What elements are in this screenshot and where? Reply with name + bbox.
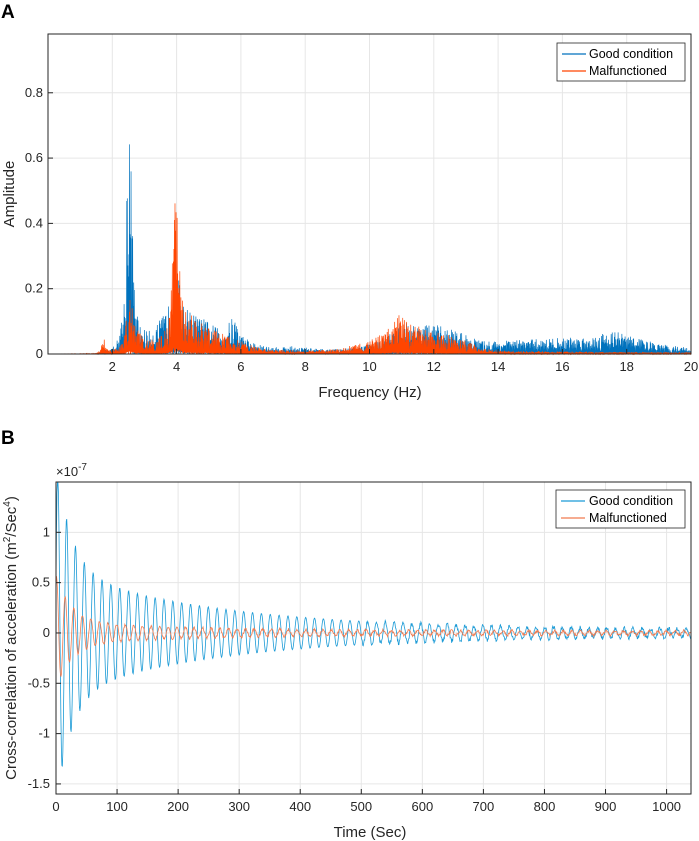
chart-b-xtick-label: 0 xyxy=(52,799,59,814)
chart-b-xtick-label: 400 xyxy=(289,799,311,814)
chart-b-ytick-label: 0.5 xyxy=(32,575,50,590)
chart-b-ytick-label: -0.5 xyxy=(28,675,50,690)
chart-a-ylabel: Amplitude xyxy=(1,161,18,228)
chart-b-legend[interactable]: Good condition Malfunctioned xyxy=(555,489,686,529)
chart-b-xtick-label: 300 xyxy=(228,799,250,814)
chart-a-ytick-label: 0 xyxy=(36,346,43,361)
chart-b-ytick-label: 0 xyxy=(43,625,50,640)
chart-a-xtick-label: 10 xyxy=(362,359,376,374)
chart-a: 2 4 6 8 10 12 14 16 18 20 0 0.2 0.4 0.6 0.8 Frequency … xyxy=(1,33,698,401)
legend-b-good-label: Good condition xyxy=(589,494,673,508)
chart-a-ytick-label: 0.2 xyxy=(25,281,43,296)
chart-a-xtick-label: 14 xyxy=(491,359,505,374)
chart-a-xtick-label: 20 xyxy=(684,359,698,374)
chart-b-xtick-label: 1000 xyxy=(652,799,681,814)
chart-a-series-malfunctioned xyxy=(48,203,692,356)
legend-malfunctioned-label: Malfunctioned xyxy=(589,64,667,78)
chart-b-ylabel: Cross-correlation of acceleration (m2/Se… xyxy=(2,496,20,780)
chart-b-xtick-label: 900 xyxy=(595,799,617,814)
chart-a-ytick-label: 0.6 xyxy=(25,150,43,165)
chart-b-xlabel: Time (Sec) xyxy=(334,824,407,841)
legend-good-label: Good condition xyxy=(589,47,673,61)
chart-b-xtick-label: 100 xyxy=(106,799,128,814)
chart-a-ytick-label: 0.4 xyxy=(25,215,43,230)
chart-b-xtick-label: 500 xyxy=(350,799,372,814)
legend-b-malfunctioned-label: Malfunctioned xyxy=(589,511,667,525)
chart-b-xtick-label: 600 xyxy=(411,799,433,814)
chart-a-xtick-label: 12 xyxy=(427,359,441,374)
chart-b-exponent: ×10-7 xyxy=(56,462,87,479)
chart-a-xtick-label: 2 xyxy=(109,359,116,374)
chart-a-legend[interactable]: Good condition Malfunctioned xyxy=(556,42,686,82)
chart-b-axes-box xyxy=(55,481,692,795)
chart-b-ytick-label: 1 xyxy=(43,524,50,539)
chart-a-ytick-label: 0.8 xyxy=(25,85,43,100)
chart-b-ytick-label: -1 xyxy=(38,726,50,741)
chart-a-xtick-label: 16 xyxy=(555,359,569,374)
chart-a-xtick-label: 8 xyxy=(302,359,309,374)
chart-b-xtick-label: 200 xyxy=(167,799,189,814)
chart-b: 0 100 200 300 400 500 600 700 800 900 1000 -1.5 -1 -0… xyxy=(2,462,692,841)
chart-b-series-malfunctioned xyxy=(55,576,692,677)
chart-a-xtick-label: 6 xyxy=(237,359,244,374)
chart-b-xtick-label: 800 xyxy=(534,799,556,814)
panel-b-label: B xyxy=(1,428,15,449)
chart-b-xtick-label: 700 xyxy=(473,799,495,814)
chart-a-xtick-label: 4 xyxy=(173,359,180,374)
chart-b-ytick-label: -1.5 xyxy=(28,776,50,791)
chart-a-xtick-label: 18 xyxy=(619,359,633,374)
chart-a-series-good xyxy=(48,144,692,356)
panel-a-label: A xyxy=(1,2,15,23)
chart-a-xlabel: Frequency (Hz) xyxy=(318,384,421,401)
